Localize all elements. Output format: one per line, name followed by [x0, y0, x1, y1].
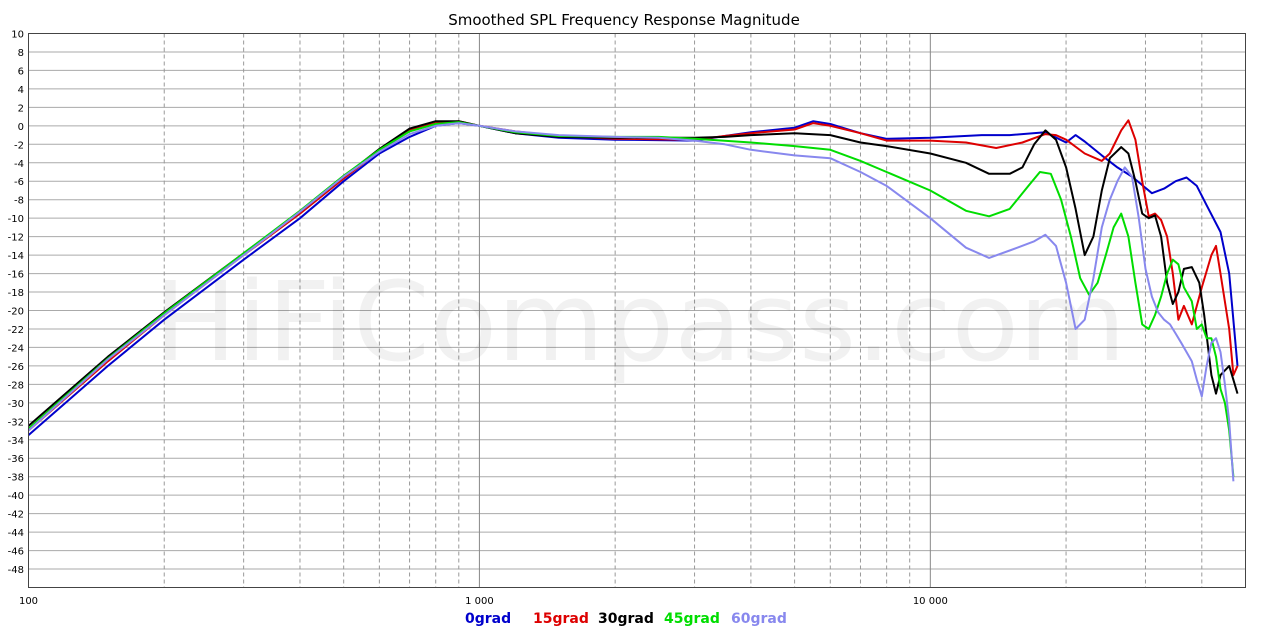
y-tick-label: -2 — [14, 140, 24, 151]
x-tick-label: 1 000 — [465, 596, 494, 607]
watermark: HiFiCompass.com — [154, 258, 1126, 386]
y-tick-label: 6 — [18, 66, 24, 77]
legend-entry-45grad: 45grad — [664, 611, 720, 627]
y-tick-label: -36 — [8, 454, 24, 465]
y-tick-label: -16 — [8, 270, 24, 281]
x-axis-ticks: 100 1 000 10 000 — [19, 596, 948, 607]
y-tick-label: -42 — [8, 510, 24, 521]
y-tick-label: -28 — [8, 380, 24, 391]
y-tick-label: -12 — [8, 233, 24, 244]
chart-title: Smoothed SPL Frequency Response Magnitud… — [448, 11, 800, 29]
y-tick-label: -10 — [8, 214, 24, 225]
legend-entry-15grad: 15grad — [533, 611, 589, 627]
y-tick-label: -34 — [8, 436, 24, 447]
y-tick-label: -24 — [8, 343, 24, 354]
legend-entry-60grad: 60grad — [731, 611, 787, 627]
y-tick-label: -32 — [8, 417, 24, 428]
y-tick-label: -48 — [8, 565, 24, 576]
y-tick-label: -4 — [14, 159, 24, 170]
x-tick-label: 10 000 — [913, 596, 948, 607]
y-tick-label: 2 — [18, 103, 24, 114]
y-tick-label: -44 — [8, 528, 24, 539]
y-tick-label: -40 — [8, 491, 24, 502]
y-tick-label: 4 — [18, 85, 24, 96]
y-tick-label: -30 — [8, 399, 24, 410]
y-tick-label: -22 — [8, 325, 24, 336]
legend: 0grad 15grad 30grad 45grad 60grad — [465, 611, 787, 627]
y-tick-label: -38 — [8, 473, 24, 484]
y-tick-label: -26 — [8, 362, 24, 373]
legend-entry-0grad: 0grad — [465, 611, 511, 627]
x-tick-label: 100 — [19, 596, 38, 607]
y-tick-label: -20 — [8, 307, 24, 318]
y-tick-label: -8 — [14, 196, 24, 207]
series-lines — [27, 119, 1239, 482]
y-tick-label: -14 — [8, 251, 24, 262]
y-tick-label: -46 — [8, 547, 24, 558]
y-tick-label: 10 — [11, 30, 24, 41]
y-axis-ticks: 10 8 6 4 2 0 -2 -4 -6 -8 -10 -12 -14 -16 -18 -20 -22 -24 -… — [8, 30, 24, 577]
series-line-60grad — [27, 122, 1235, 482]
y-tick-label: 8 — [18, 48, 24, 59]
y-tick-label: -6 — [14, 177, 24, 188]
legend-entry-30grad: 30grad — [598, 611, 654, 627]
plot-border — [28, 33, 1246, 588]
y-tick-label: 0 — [18, 122, 24, 133]
y-tick-label: -18 — [8, 288, 24, 299]
